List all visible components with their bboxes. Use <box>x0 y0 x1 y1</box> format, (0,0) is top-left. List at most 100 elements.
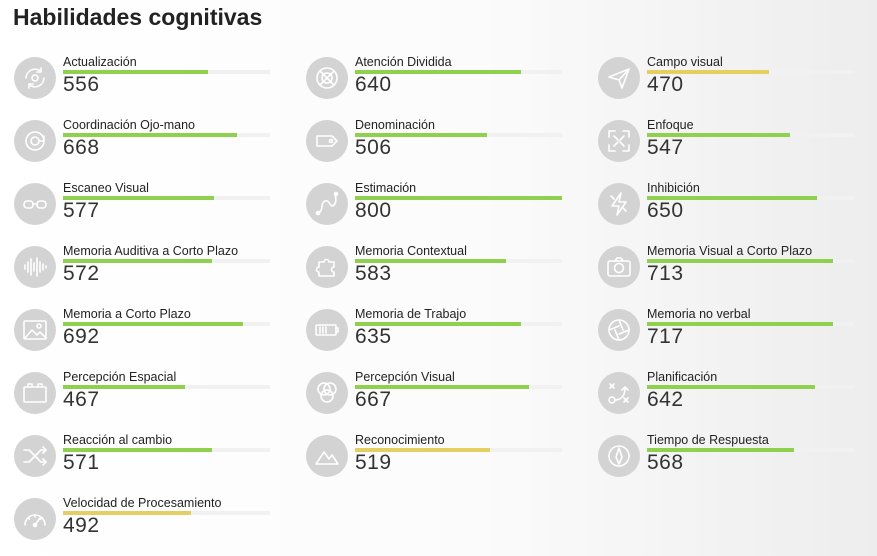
skill-progress-track <box>355 196 562 200</box>
skill-name: Percepción Espacial <box>63 370 177 384</box>
compass-icon <box>598 435 640 477</box>
skill-item-escaneo-visual[interactable]: Escaneo Visual 577 <box>14 181 289 241</box>
skill-item-reconocimiento[interactable]: Reconocimiento 519 <box>306 433 581 493</box>
skill-name: Campo visual <box>647 55 723 69</box>
skill-name: Actualización <box>63 55 137 69</box>
skill-item-planificacion[interactable]: Planificación 642 <box>598 370 873 430</box>
skill-item-coordinacion-ojo-mano[interactable]: Coordinación Ojo-mano 668 <box>14 118 289 178</box>
skill-progress-fill <box>63 511 192 515</box>
skill-item-percepcion-espacial[interactable]: Percepción Espacial 467 <box>14 370 289 430</box>
skill-progress-track <box>647 385 854 389</box>
shuffle-icon <box>14 435 56 477</box>
skill-score: 470 <box>647 73 684 96</box>
skill-progress-fill <box>355 70 521 74</box>
skill-score: 556 <box>63 73 100 96</box>
skill-item-memoria-visual-a-corto-plazo[interactable]: Memoria Visual a Corto Plazo 713 <box>598 244 873 304</box>
puzzle-icon <box>306 246 348 288</box>
skill-name: Memoria Contextual <box>355 244 467 258</box>
skill-score: 583 <box>355 262 392 285</box>
skill-name: Memoria Auditiva a Corto Plazo <box>63 244 239 258</box>
skill-item-reaccion-al-cambio[interactable]: Reacción al cambio 571 <box>14 433 289 493</box>
skill-progress-track <box>355 259 562 263</box>
skill-score: 572 <box>63 262 100 285</box>
skill-progress-track <box>355 322 562 326</box>
skill-progress-fill <box>355 322 521 326</box>
skill-progress-fill <box>355 259 507 263</box>
skill-progress-track <box>647 259 854 263</box>
skill-progress-track <box>63 511 270 515</box>
box-icon <box>14 372 56 414</box>
skill-score: 692 <box>63 325 100 348</box>
target-cycle-icon <box>14 120 56 162</box>
skill-progress-track <box>63 448 270 452</box>
skill-progress-fill <box>63 322 244 326</box>
skill-progress-track <box>647 196 854 200</box>
skill-item-tiempo-de-respuesta[interactable]: Tiempo de Respuesta 568 <box>598 433 873 493</box>
skill-score: 519 <box>355 451 392 474</box>
skill-score: 640 <box>355 73 392 96</box>
skill-score: 492 <box>63 514 100 537</box>
skill-name: Memoria de Trabajo <box>355 307 467 321</box>
skill-name: Reconocimiento <box>355 433 445 447</box>
skill-name: Memoria no verbal <box>647 307 751 321</box>
skill-name: Reacción al cambio <box>63 433 173 447</box>
skill-item-campo-visual[interactable]: Campo visual 470 <box>598 55 873 115</box>
image-icon <box>14 309 56 351</box>
skill-progress-fill <box>647 133 790 137</box>
skill-progress-track <box>63 259 270 263</box>
rotate-target-icon <box>14 57 56 99</box>
skill-item-atencion-dividida[interactable]: Atención Dividida 640 <box>306 55 581 115</box>
skill-progress-fill <box>63 70 208 74</box>
skill-progress-fill <box>647 322 834 326</box>
skill-item-actualizacion[interactable]: Actualización 556 <box>14 55 289 115</box>
skill-score: 642 <box>647 388 684 411</box>
skill-name: Percepción Visual <box>355 370 455 384</box>
skill-score: 800 <box>355 199 392 222</box>
focus-frame-icon <box>598 120 640 162</box>
speedometer-icon <box>14 498 56 540</box>
skill-name: Coordinación Ojo-mano <box>63 118 196 132</box>
skill-progress-track <box>355 133 562 137</box>
skill-item-memoria-de-trabajo[interactable]: Memoria de Trabajo 635 <box>306 307 581 367</box>
skill-progress-track <box>355 448 562 452</box>
skill-item-memoria-auditiva-a-corto-plazo[interactable]: Memoria Auditiva a Corto Plazo 572 <box>14 244 289 304</box>
skill-score: 467 <box>63 388 100 411</box>
sound-wave-icon <box>14 246 56 288</box>
lightning-icon <box>598 183 640 225</box>
skill-item-memoria-no-verbal[interactable]: Memoria no verbal 717 <box>598 307 873 367</box>
curve-path-icon <box>306 183 348 225</box>
skill-progress-fill <box>63 133 237 137</box>
skill-item-memoria-contextual[interactable]: Memoria Contextual 583 <box>306 244 581 304</box>
skill-progress-fill <box>63 448 213 452</box>
battery-icon <box>306 309 348 351</box>
skill-progress-fill <box>63 385 186 389</box>
skill-item-estimacion[interactable]: Estimación 800 <box>306 181 581 241</box>
skill-progress-fill <box>63 196 215 200</box>
skill-item-enfoque[interactable]: Enfoque 547 <box>598 118 873 178</box>
skill-score: 650 <box>647 199 684 222</box>
skill-progress-fill <box>355 448 490 452</box>
skill-name: Planificación <box>647 370 718 384</box>
skill-item-velocidad-de-procesamiento[interactable]: Velocidad de Procesamiento 492 <box>14 496 289 556</box>
skill-item-inhibicion[interactable]: Inhibición 650 <box>598 181 873 241</box>
page-title: Habilidades cognitivas <box>13 4 263 30</box>
skill-progress-fill <box>355 385 529 389</box>
skill-item-memoria-a-corto-plazo[interactable]: Memoria a Corto Plazo 692 <box>14 307 289 367</box>
skill-score: 547 <box>647 136 684 159</box>
skill-score: 668 <box>63 136 100 159</box>
skill-score: 577 <box>63 199 100 222</box>
paper-plane-icon <box>598 57 640 99</box>
strategy-icon <box>598 372 640 414</box>
skill-item-percepcion-visual[interactable]: Percepción Visual 667 <box>306 370 581 430</box>
skill-progress-track <box>63 322 270 326</box>
skill-name: Atención Dividida <box>355 55 452 69</box>
skill-progress-track <box>63 196 270 200</box>
skill-progress-fill <box>647 448 794 452</box>
skill-score: 717 <box>647 325 684 348</box>
skill-name: Estimación <box>355 181 417 195</box>
skill-item-denominacion[interactable]: Denominación 506 <box>306 118 581 178</box>
skill-progress-track <box>647 448 854 452</box>
skill-progress-fill <box>647 70 770 74</box>
tag-icon <box>306 120 348 162</box>
